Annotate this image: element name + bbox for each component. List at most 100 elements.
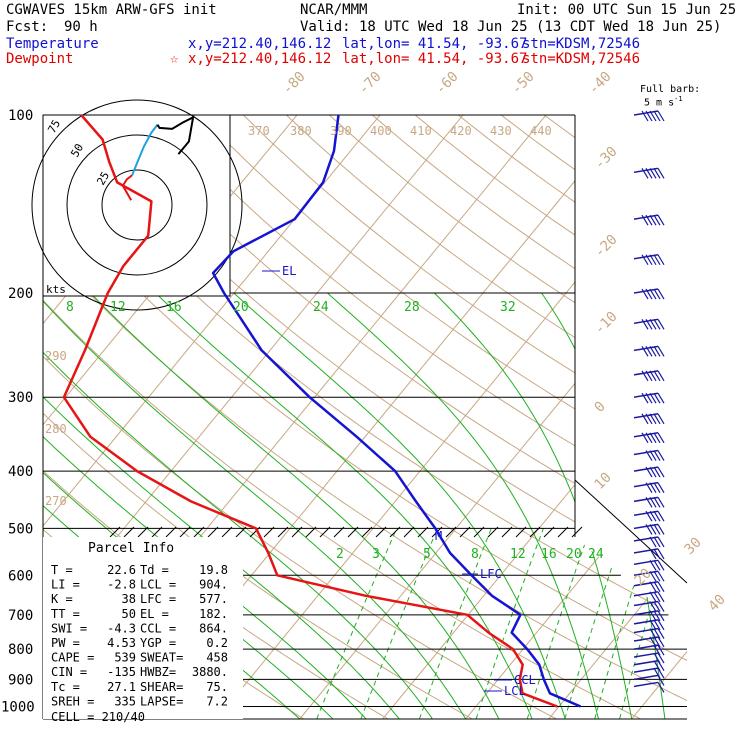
parcel-row-label2: LAPSE=	[140, 694, 183, 708]
wind-barb-flag	[657, 675, 665, 686]
wind-barb-flag	[653, 466, 661, 478]
dry-adiabat-line	[43, 115, 641, 719]
wind-barb	[633, 288, 665, 300]
wind-barb	[633, 318, 665, 330]
parcel-row-value: -4.3	[107, 621, 136, 635]
hodograph-kts-label: kts	[46, 283, 66, 296]
hodograph: 25 50 75 kts	[31, 99, 243, 311]
temperature-tick-label: -20	[592, 232, 621, 261]
parcel-row-label2: SWEAT=	[140, 651, 183, 665]
wind-barb-flag	[653, 214, 661, 226]
hatch-mark	[249, 526, 261, 538]
parcel-row-value: 22.6	[107, 563, 136, 577]
hatch-mark	[361, 526, 373, 538]
hatch-mark	[347, 526, 359, 538]
pressure-tick-label: 1000	[1, 699, 35, 715]
wind-barb-flag	[657, 581, 665, 593]
moist-adiabat-label: 12	[110, 300, 126, 315]
dry-adiabat-line	[43, 115, 557, 719]
wind-barb-flag	[657, 536, 665, 548]
wind-barb-flag	[649, 619, 657, 631]
dry-adiabat-line	[672, 115, 687, 719]
parcel-panel-bg	[43, 537, 243, 719]
lcl-marker-label: LCL	[504, 684, 526, 698]
moist-adiabat-label: 8	[66, 300, 74, 315]
dewpoint-latlon: lat,lon= 41.54, -93.67	[342, 51, 528, 67]
mixing-ratio-label: 20	[566, 547, 582, 562]
pressure-tick-label: 100	[8, 108, 33, 124]
theta-label: 390	[330, 124, 352, 138]
wind-barb	[633, 674, 665, 686]
wind-barb-flag	[641, 110, 649, 122]
hatch-mark	[151, 526, 163, 538]
wind-barb-flag	[653, 628, 661, 639]
wind-barb-flag	[653, 644, 661, 656]
isotherm-line	[548, 115, 687, 719]
temperature-tick-label: -70	[356, 69, 385, 98]
parcel-row-label: TT =	[51, 607, 80, 621]
wind-barb	[633, 619, 665, 631]
parcel-row-value: 27.1	[107, 680, 136, 694]
wind-barb-flag	[649, 254, 657, 266]
wind-barb-flag	[641, 392, 649, 404]
wind-barb-flag	[649, 392, 657, 404]
parcel-row-value2: 904.	[199, 578, 228, 592]
wind-barb	[633, 370, 665, 382]
hatch-mark	[445, 526, 457, 538]
parcel-row-label: CIN =	[51, 665, 87, 679]
wind-barb-flag	[653, 318, 661, 330]
temperature-tick-label: -10	[592, 309, 621, 338]
hatch-mark	[137, 526, 149, 538]
hodograph-trace-lower	[121, 174, 133, 201]
hatch-mark	[277, 526, 289, 538]
parcel-row-label: LI =	[51, 578, 80, 592]
wind-barb-flag	[649, 466, 657, 478]
pressure-tick-label: 900	[8, 672, 33, 688]
wind-barb-flag	[649, 524, 657, 535]
frame-slant	[574, 479, 688, 584]
wind-barb-flag	[645, 524, 653, 535]
pressure-tick-label: 300	[8, 390, 33, 406]
wind-barb-flag	[645, 370, 653, 382]
wind-barb-flag	[657, 682, 665, 693]
org-label: NCAR/MMM	[300, 2, 368, 18]
wind-barb	[633, 591, 665, 603]
dry-adiabat-line	[200, 115, 687, 719]
hatch-mark	[109, 526, 121, 538]
wind-barb-flag	[653, 346, 661, 357]
hatch-mark	[193, 526, 205, 538]
wind-barb-flag	[657, 214, 665, 226]
pressure-tick-label: 800	[8, 642, 33, 658]
wind-barb-flag	[657, 601, 665, 612]
temperature-tick-label: 30	[682, 535, 705, 558]
hatch-mark	[515, 526, 527, 538]
dewpoint-xy: x,y=212.40,146.12	[188, 51, 332, 67]
wind-barb-flag	[649, 450, 657, 461]
wind-barb-flag	[645, 432, 653, 444]
parcel-cell: CELL = 210/40	[51, 710, 145, 724]
wind-barb-staff	[633, 674, 659, 681]
wind-barb-flag	[649, 601, 657, 612]
wind-barb-flag	[653, 610, 661, 622]
mixing-ratio-line	[316, 528, 398, 719]
wind-barb-flag	[645, 482, 653, 493]
mixing-ratio-line	[418, 528, 492, 719]
parcel-row-label2: LFC =	[140, 592, 176, 606]
wind-barb-flag	[657, 482, 665, 493]
wind-barb-flag	[657, 346, 665, 357]
wind-barb	[633, 570, 665, 582]
hatch-mark	[123, 526, 135, 538]
wind-barb-flag	[657, 432, 665, 444]
wind-barb-flag	[653, 370, 661, 382]
parcel-row-value2: 864.	[199, 621, 228, 635]
mixing-ratio-label: 24	[588, 547, 604, 562]
isotherm-line	[382, 115, 687, 719]
isotherm-line	[43, 115, 49, 719]
parcel-row-label: CAPE =	[51, 651, 94, 665]
hodograph-trace-mid	[131, 124, 159, 176]
parcel-row-label2: YGP =	[140, 636, 176, 650]
wind-barb-flag	[657, 392, 665, 404]
parcel-row-label: SREH =	[51, 694, 94, 708]
hatch-mark	[571, 526, 583, 538]
hatch-mark	[333, 526, 345, 538]
